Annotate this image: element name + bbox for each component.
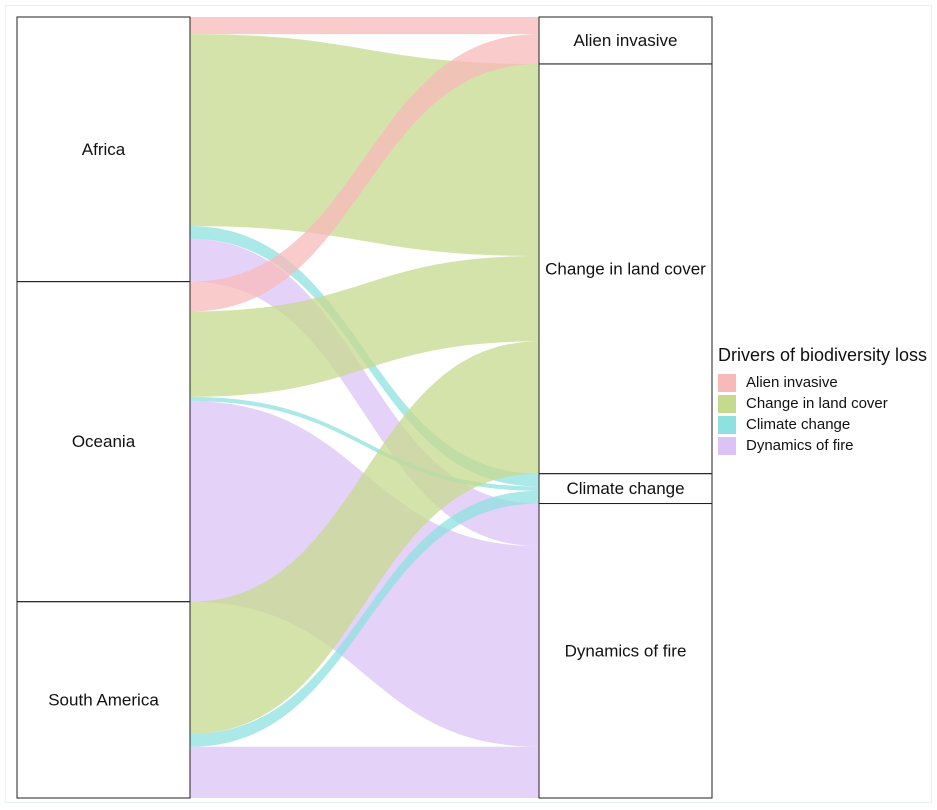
stratum-label-africa: Africa <box>82 140 126 159</box>
legend-label: Climate change <box>746 416 851 433</box>
legend-label: Dynamics of fire <box>746 437 854 454</box>
stratum-label-alien-invasive: Alien invasive <box>574 31 678 50</box>
legend-item-dynamics-of-fire: Dynamics of fire <box>718 435 937 456</box>
legend-label: Alien invasive <box>746 374 838 391</box>
legend-key <box>718 373 736 392</box>
stratum-label-dynamics-of-fire: Dynamics of fire <box>565 641 687 660</box>
legend-label: Change in land cover <box>746 395 888 412</box>
legend-key <box>718 436 736 455</box>
legend-key <box>718 394 736 413</box>
stratum-label-south-america: South America <box>48 690 159 709</box>
stratum-driver-dynamics-of-fire <box>538 503 713 799</box>
legend-item-alien-invasive: Alien invasive <box>718 372 937 393</box>
stratum-region-south-america <box>16 601 191 799</box>
flow-south-america-to-change-in-land-cover <box>190 341 539 734</box>
legend-key <box>718 415 736 434</box>
flow-oceania-to-climate-change <box>190 396 539 491</box>
flow-south-america-to-dynamics-of-fire <box>190 746 539 798</box>
legend-item-change-in-land-cover: Change in land cover <box>718 393 937 414</box>
flow-africa-to-alien-invasive <box>190 17 539 35</box>
stratum-label-oceania: Oceania <box>72 432 136 451</box>
legend-item-climate-change: Climate change <box>718 414 937 435</box>
stratum-label-climate-change: Climate change <box>566 479 684 498</box>
legend: Drivers of biodiversity loss Alien invas… <box>718 345 937 456</box>
stratum-label-change-in-land-cover: Change in land cover <box>545 259 706 278</box>
flow-oceania-to-change-in-land-cover <box>190 255 539 397</box>
plot-frame <box>5 5 932 803</box>
strata-layer: Africa Oceania South America Alien invasive… <box>16 16 713 799</box>
flow-south-america-to-climate-change <box>190 490 539 747</box>
flow-oceania-to-alien-invasive <box>190 34 539 312</box>
flows-layer <box>190 17 539 798</box>
flow-africa-to-dynamics-of-fire <box>190 238 539 547</box>
legend-title: Drivers of biodiversity loss <box>718 345 928 365</box>
